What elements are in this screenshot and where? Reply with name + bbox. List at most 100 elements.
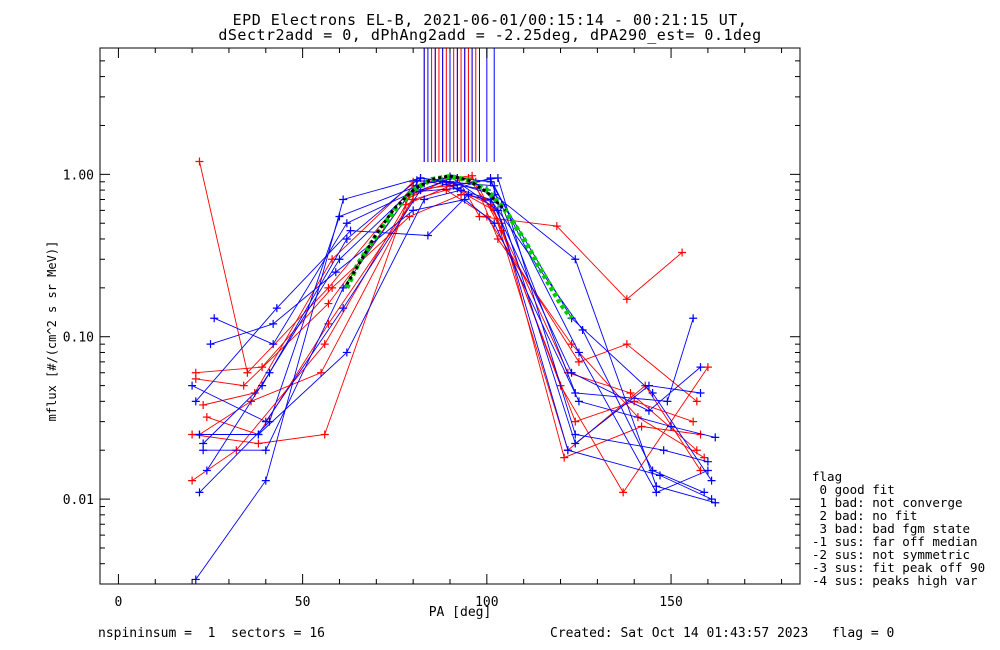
- red-data-point: [560, 453, 569, 462]
- red-data-point: [574, 357, 583, 366]
- blue-data-point: [261, 476, 270, 485]
- x-tick-label: 50: [295, 595, 311, 610]
- red-data-point: [409, 195, 418, 204]
- red-data-point: [320, 430, 329, 439]
- flag-legend: flag 0 good fit 1 bad: not converge 2 ba…: [812, 470, 985, 587]
- blue-data-point: [191, 397, 200, 406]
- blue-data-point: [339, 304, 348, 313]
- blue-data-point: [258, 381, 267, 390]
- blue-data-point: [453, 184, 462, 193]
- red-data-point: [195, 157, 204, 166]
- blue-data-point: [571, 439, 580, 448]
- blue-data-point: [460, 195, 469, 204]
- blue-data-point: [269, 319, 278, 328]
- red-data-point: [475, 212, 484, 221]
- flag-legend-item: -1 sus: far off median: [812, 534, 978, 549]
- blue-data-point: [571, 255, 580, 264]
- x-axis-label: PA [deg]: [428, 605, 492, 620]
- blue-data-point: [648, 389, 657, 398]
- flag-legend-item: -2 sus: not symmetric: [812, 547, 971, 562]
- blue-data-point: [703, 457, 712, 466]
- red-series-line: [195, 181, 698, 451]
- blue-data-point: [571, 389, 580, 398]
- red-data-point: [258, 363, 267, 372]
- red-data-point: [619, 488, 628, 497]
- blue-data-point: [202, 466, 211, 475]
- red-series-line: [195, 194, 701, 471]
- flag-legend-header: flag: [812, 469, 843, 484]
- flag-legend-item: 3 bad: bad fgm state: [812, 521, 971, 536]
- blue-series-line: [191, 181, 701, 423]
- blue-data-point: [210, 314, 219, 323]
- blue-data-point: [707, 495, 716, 504]
- blue-data-point: [346, 226, 355, 235]
- footer-left: nspininsum = 1 sectors = 16: [98, 626, 325, 641]
- blue-data-point: [667, 422, 676, 431]
- flag-legend-item: 1 bad: not converge: [812, 495, 963, 510]
- red-data-point: [468, 171, 477, 180]
- blue-data-point: [272, 304, 281, 313]
- red-data-point: [239, 381, 248, 390]
- footer-right: Created: Sat Oct 14 01:43:57 2023 flag =…: [550, 626, 895, 641]
- red-data-point: [188, 430, 197, 439]
- blue-data-point: [578, 326, 587, 335]
- blue-data-point: [490, 219, 499, 228]
- blue-series-line: [206, 176, 712, 500]
- blue-data-point: [644, 406, 653, 415]
- red-data-point: [689, 417, 698, 426]
- red-data-point: [637, 422, 646, 431]
- red-data-point: [317, 368, 326, 377]
- red-data-point: [409, 177, 418, 186]
- blue-data-point: [339, 195, 348, 204]
- data-layer: [188, 48, 720, 584]
- blue-data-point: [188, 381, 197, 390]
- blue-data-point: [703, 466, 712, 475]
- blue-data-point: [689, 314, 698, 323]
- axis-layer: 0 50 100 150 0.01 0.10 1.00: [63, 47, 800, 610]
- blue-data-point: [659, 446, 668, 455]
- blue-data-point: [265, 368, 274, 377]
- blue-data-point: [696, 389, 705, 398]
- flag-legend-item: -4 sus: peaks high var: [812, 573, 978, 588]
- x-tick-label: 150: [659, 595, 682, 610]
- blue-data-point: [269, 340, 278, 349]
- blue-data-point: [464, 190, 473, 199]
- blue-data-point: [206, 340, 215, 349]
- red-data-point: [199, 400, 208, 409]
- blue-series-line: [195, 194, 694, 402]
- blue-data-point: [195, 488, 204, 497]
- blue-data-point: [707, 476, 716, 485]
- y-tick-label: 0.01: [63, 493, 94, 508]
- red-data-point: [703, 363, 712, 372]
- red-series-line: [199, 161, 683, 374]
- blue-data-point: [700, 488, 709, 497]
- blue-data-point: [486, 173, 495, 182]
- red-data-point: [552, 222, 561, 231]
- blue-data-point: [493, 173, 502, 182]
- blue-data-point: [335, 255, 344, 264]
- blue-data-point: [261, 446, 270, 455]
- blue-data-point: [656, 471, 664, 480]
- chart-title-line1: EPD Electrons EL-B, 2021-06-01/00:15:14 …: [232, 11, 748, 29]
- blue-data-point: [342, 234, 351, 243]
- red-data-point: [622, 295, 631, 304]
- y-tick-label: 1.00: [63, 168, 94, 183]
- red-data-point: [571, 417, 580, 426]
- blue-data-point: [420, 195, 429, 204]
- y-tick-label: 0.10: [63, 331, 94, 346]
- red-data-point: [442, 186, 451, 195]
- flag-legend-item: -3 sus: fit peak off 90: [812, 560, 986, 575]
- flag-legend-item: 0 good fit: [812, 482, 895, 497]
- blue-data-point: [711, 433, 720, 442]
- red-data-point: [328, 283, 337, 292]
- blue-data-point: [261, 417, 270, 426]
- x-tick-label: 100: [475, 595, 498, 610]
- blue-data-point: [567, 368, 576, 377]
- blue-data-point: [663, 397, 672, 406]
- red-data-point: [678, 248, 687, 257]
- red-data-point: [482, 212, 491, 221]
- blue-data-point: [416, 173, 425, 182]
- blue-data-point: [199, 446, 208, 455]
- x-tick-label: 0: [115, 595, 123, 610]
